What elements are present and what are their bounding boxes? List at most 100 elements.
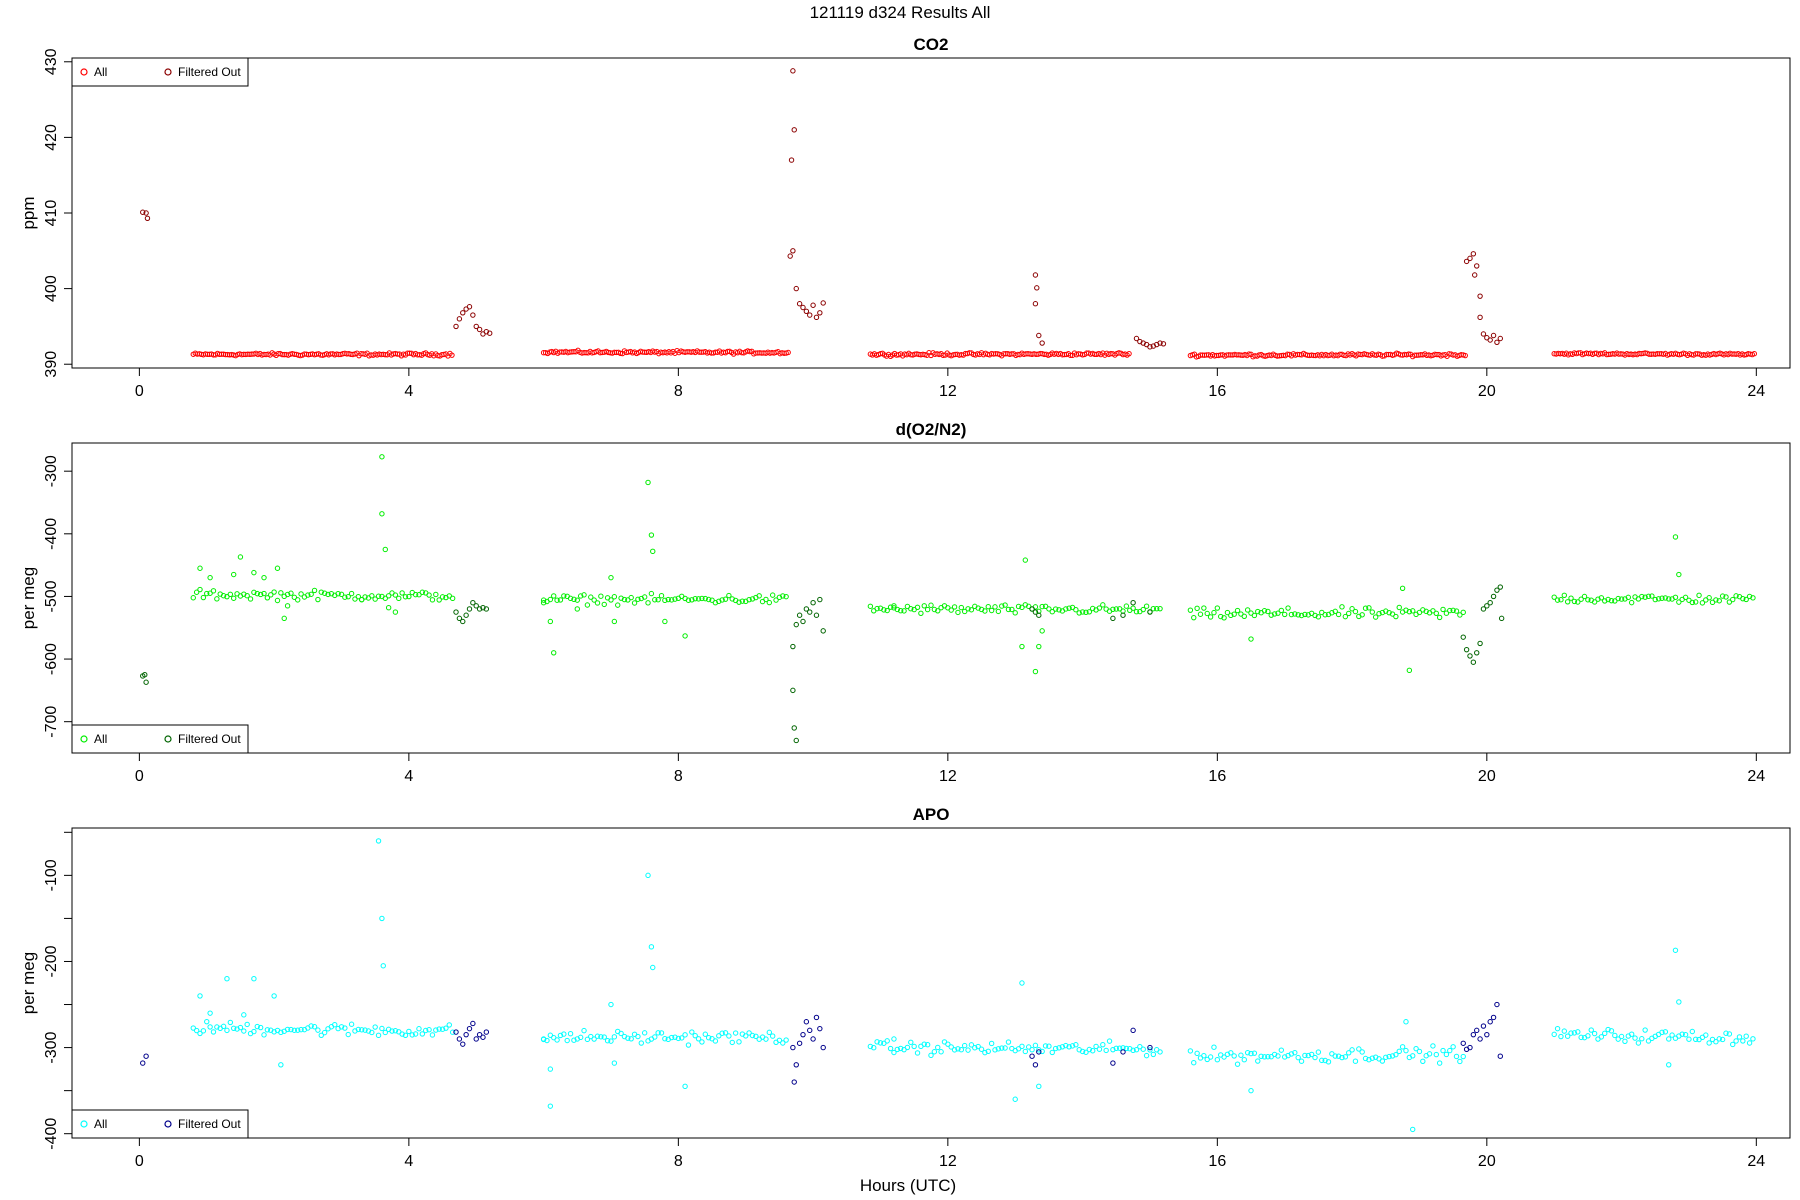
all-point [1187,607,1194,613]
all-point [1123,1045,1130,1052]
filtered-point [807,1027,813,1034]
all-point [1716,1036,1722,1042]
all-point [746,596,752,603]
all-point [1012,610,1018,616]
all-point [402,1032,409,1038]
all-point [594,1033,601,1039]
all-point [380,963,386,969]
all-point [951,1047,958,1053]
all-point [1346,1050,1352,1056]
all-point [1076,610,1082,616]
all-point [392,1028,399,1034]
all-point [992,604,998,610]
all-point [780,1040,786,1046]
filtered-point [803,606,810,612]
filtered-point [1120,1049,1126,1055]
all-point [392,592,399,598]
all-point [1036,1083,1042,1090]
filtered-point [1467,653,1473,659]
filtered-point [466,1025,473,1032]
filtered-point [1487,599,1493,606]
all-point [1342,1054,1349,1060]
filtered-point [790,643,796,650]
all-point [1086,1046,1093,1053]
filtered-point [1474,263,1480,269]
all-point [682,1032,688,1038]
all-point [988,1040,995,1047]
filtered-point [473,323,479,330]
all-point [1726,599,1733,605]
all-point [220,593,227,599]
all-point [601,601,607,608]
all-point [1096,605,1103,611]
all-point [1140,1046,1146,1052]
legend-label-all: All [94,1117,107,1131]
filtered-point [803,308,810,314]
all-point [1379,1058,1386,1064]
all-point [1405,351,1412,357]
all-point [1261,1054,1268,1060]
all-point [1009,606,1015,613]
filtered-point [456,1036,463,1042]
all-point [1743,1033,1749,1039]
x-tick-label: 0 [135,768,144,785]
all-point [426,1027,432,1033]
all-point [1042,603,1049,609]
all-point [1339,1054,1345,1061]
filtered-point [1147,344,1153,350]
all-point [594,600,601,606]
filtered-point [1484,1031,1490,1038]
filtered-point [813,1014,820,1021]
all-point [577,593,584,599]
filtered-point [800,618,806,625]
all-point [1406,608,1413,615]
all-point [1221,615,1227,621]
y-tick-label: 410 [43,200,60,227]
x-tick-label: 8 [674,1153,683,1170]
y-tick-label: -400 [43,518,60,550]
all-point [1211,609,1217,616]
all-point [379,454,385,460]
all-point [449,595,456,602]
all-point [1615,1036,1621,1042]
all-point [999,603,1005,609]
filtered-point [1467,255,1473,262]
all-point [1029,1047,1035,1053]
all-point [193,1027,200,1034]
legend-marker-all [80,68,88,76]
filtered-point [796,301,803,307]
all-point [1305,1052,1311,1059]
all-point [369,1029,375,1036]
all-point [1410,1126,1416,1133]
all-point [1282,1054,1288,1060]
all-point [1618,596,1625,602]
all-point [1140,606,1146,613]
all-point [1649,593,1655,599]
filtered-point [807,312,813,318]
all-point [220,1023,227,1030]
all-point [679,1035,685,1041]
filtered-point [1487,1019,1493,1025]
all-point [1383,1054,1389,1060]
all-point [1699,600,1706,606]
filtered-point [1147,1044,1153,1051]
all-point [995,608,1002,615]
filtered-point [1034,285,1040,291]
all-point [1723,594,1729,600]
all-point [722,596,729,602]
x-tick-label: 16 [1208,768,1226,785]
all-point [1740,1038,1746,1044]
all-point [1585,597,1591,603]
all-point [1150,606,1157,612]
filtered-point [820,628,826,634]
all-point [284,591,291,598]
all-point [617,350,624,356]
all-point [207,1024,213,1030]
all-point [972,1045,978,1051]
all-point [1228,612,1234,619]
all-point [1067,352,1074,359]
all-point [914,604,921,610]
all-point [958,1047,965,1053]
all-point [251,1028,257,1035]
filtered-point [463,612,469,618]
